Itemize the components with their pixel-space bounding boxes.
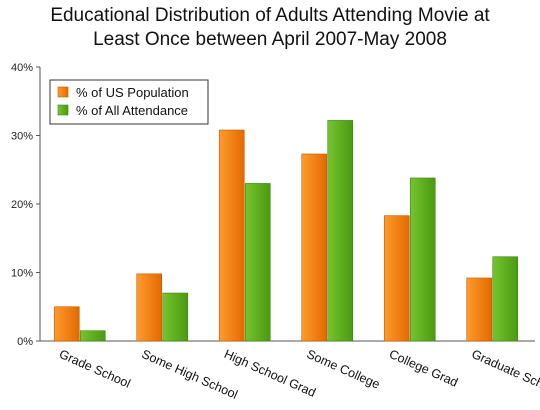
y-tick-label: 0% [17,336,33,348]
bar-all-attendance [79,330,106,342]
bar-all-attendance [492,256,519,342]
x-category-label: Grade School [57,347,133,391]
bar-all-attendance [409,177,436,342]
y-tick-label: 10% [11,268,33,280]
x-category-label: Some College [305,347,382,392]
legend-label: % of US Population [76,85,189,100]
legend: % of US Population % of All Attendance [49,79,209,125]
legend-swatch [57,104,69,116]
chart-title-line-1: Educational Distribution of Adults Atten… [50,5,490,26]
legend-swatch [57,86,69,98]
bar-all-attendance [244,183,271,342]
bar-us-population [53,306,80,342]
bar-us-population [218,129,245,342]
bar-us-population [383,215,410,342]
bar-all-attendance [327,120,354,342]
y-tick-label: 30% [11,131,33,143]
chart-title-line-2: Least Once between April 2007-May 2008 [93,29,447,50]
bars [53,120,519,342]
bar-us-population [136,273,163,342]
y-tick-label: 20% [11,199,33,211]
axes: 0% 10% 20% 30% 40% [11,62,535,348]
chart-title: Educational Distribution of Adults Atten… [0,4,540,52]
bar-all-attendance [162,292,189,342]
bar-us-population [466,277,493,342]
bar-us-population [301,153,328,342]
legend-box [49,79,209,125]
y-tick-label: 40% [11,62,33,74]
x-category-label: Graduate School [470,347,540,398]
x-category-label: College Grad [387,347,460,390]
legend-label: % of All Attendance [76,103,188,118]
